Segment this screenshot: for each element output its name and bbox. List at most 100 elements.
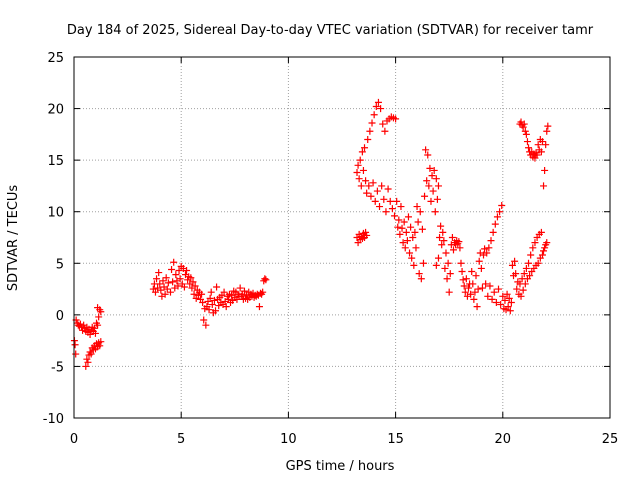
data-point: [198, 290, 206, 298]
data-point: [436, 234, 444, 241]
data-point: [397, 203, 405, 211]
data-point: [162, 274, 170, 282]
data-point: [433, 195, 441, 203]
data-point: [477, 264, 485, 272]
data-point: [458, 268, 466, 276]
data-point: [91, 329, 99, 337]
data-point: [189, 278, 197, 286]
data-point: [482, 280, 490, 288]
y-axis-label: SDTVAR / TECUs: [6, 185, 21, 292]
data-point: [422, 146, 430, 154]
data-point: [355, 175, 363, 183]
data-point: [486, 282, 494, 290]
data-point: [396, 230, 404, 238]
data-point: [434, 182, 442, 190]
data-point: [543, 239, 551, 247]
y-tick-label: 20: [47, 103, 64, 118]
data-point: [407, 223, 415, 231]
data-point: [161, 290, 169, 298]
data-point: [261, 275, 269, 283]
data-point: [428, 172, 436, 180]
data-point: [526, 272, 534, 280]
data-point: [468, 268, 476, 276]
data-point: [426, 164, 434, 172]
data-point: [504, 303, 512, 311]
data-point: [520, 120, 528, 128]
data-point: [471, 288, 479, 296]
data-point: [430, 166, 438, 174]
data-point: [194, 291, 202, 299]
data-point: [376, 203, 384, 211]
data-point: [469, 280, 477, 288]
data-point: [538, 138, 546, 146]
data-point: [357, 182, 365, 190]
data-point: [213, 283, 221, 291]
data-point: [519, 286, 527, 294]
data-point: [533, 151, 541, 159]
data-point: [507, 298, 515, 306]
x-tick-label: 15: [387, 432, 404, 447]
data-point: [409, 234, 417, 241]
data-point: [489, 228, 497, 236]
data-point: [398, 224, 406, 232]
data-point: [210, 296, 218, 304]
data-point: [96, 342, 104, 350]
data-point: [414, 218, 422, 226]
data-point: [525, 259, 533, 267]
data-point: [523, 138, 531, 146]
data-point: [97, 308, 105, 316]
data-point: [475, 257, 483, 265]
data-point: [511, 257, 519, 265]
data-point: [416, 208, 424, 216]
data-point: [95, 313, 103, 321]
data-point: [392, 115, 400, 123]
data-point: [432, 175, 440, 183]
data-point: [495, 285, 503, 293]
data-point: [418, 225, 426, 233]
data-point: [208, 301, 216, 309]
data-points: [70, 98, 552, 370]
data-point: [236, 284, 244, 292]
data-point: [369, 179, 377, 187]
data-point: [366, 127, 374, 135]
data-point: [155, 269, 163, 277]
data-point: [462, 275, 470, 283]
data-point: [82, 362, 90, 370]
data-point: [496, 208, 504, 216]
data-point: [404, 213, 412, 221]
data-point: [206, 294, 214, 302]
data-point: [377, 105, 385, 113]
data-point: [166, 288, 174, 296]
data-point: [513, 285, 521, 293]
data-point: [403, 237, 411, 245]
data-point: [97, 338, 105, 346]
data-point: [497, 301, 505, 309]
data-point: [374, 98, 382, 106]
data-point: [413, 203, 421, 211]
data-point: [87, 350, 95, 358]
data-point: [437, 222, 445, 230]
data-point: [180, 283, 188, 291]
data-point: [370, 111, 378, 119]
data-point: [395, 216, 403, 224]
y-tick-label: 25: [47, 51, 64, 66]
data-point: [499, 292, 507, 300]
data-point: [493, 213, 501, 221]
data-point: [464, 284, 472, 292]
data-point: [534, 259, 542, 267]
data-point: [522, 130, 530, 138]
data-point: [519, 123, 527, 131]
data-point: [537, 228, 545, 236]
data-point: [457, 259, 465, 267]
grid: [74, 57, 610, 418]
data-point: [365, 182, 373, 190]
data-point: [541, 166, 549, 174]
data-point: [442, 249, 450, 257]
x-tick-label: 0: [70, 432, 78, 447]
data-point: [503, 290, 511, 298]
data-point: [512, 270, 520, 278]
data-point: [356, 156, 364, 164]
data-point: [410, 261, 418, 269]
data-point: [484, 292, 492, 300]
data-point: [520, 270, 528, 278]
